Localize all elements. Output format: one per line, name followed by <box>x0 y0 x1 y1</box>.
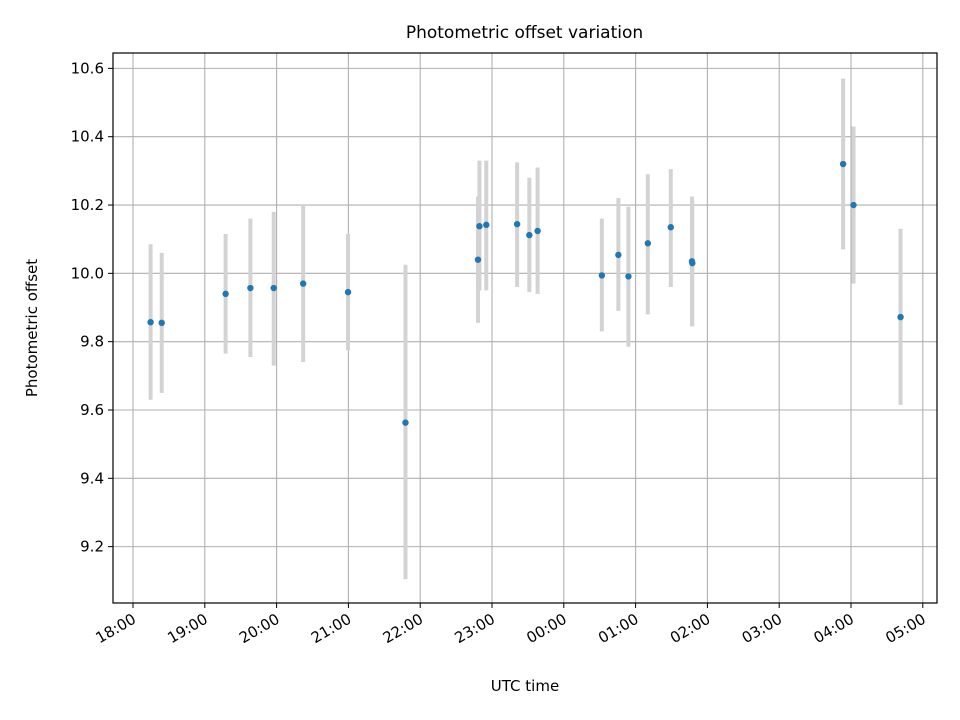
data-point <box>247 284 254 292</box>
y-tick-label: 9.6 <box>80 401 104 419</box>
data-point <box>839 160 847 168</box>
data-point <box>689 259 696 267</box>
y-tick-label: 10.0 <box>71 264 104 282</box>
x-axis-label: UTC time <box>491 677 559 695</box>
grid <box>113 53 937 603</box>
data-point <box>483 221 490 229</box>
y-tick-label: 10.2 <box>71 196 104 214</box>
data-point <box>222 290 229 298</box>
y-tick-label: 9.2 <box>80 538 104 556</box>
data-point <box>476 222 483 230</box>
y-axis: 9.2 9.4 9.6 9.8 10.0 10.2 10.4 10.6 <box>71 59 113 556</box>
y-axis-label: Photometric offset <box>23 259 41 397</box>
y-tick-label: 9.4 <box>80 469 104 487</box>
data-point <box>625 273 632 280</box>
data-point <box>526 231 533 239</box>
data-point <box>644 240 652 247</box>
data-point <box>474 256 482 263</box>
data-point <box>344 288 352 296</box>
data-point <box>299 280 307 287</box>
chart-title: Photometric offset variation <box>406 23 643 43</box>
y-tick-label: 10.4 <box>71 128 104 146</box>
y-tick-label: 10.6 <box>71 59 104 77</box>
data-point <box>534 227 541 235</box>
data-point <box>598 272 606 279</box>
data-point <box>615 251 622 259</box>
y-tick-label: 9.8 <box>80 333 104 351</box>
data-points <box>147 160 904 426</box>
data-point <box>402 419 409 426</box>
data-point <box>513 220 521 228</box>
data-point <box>147 318 154 326</box>
data-point <box>158 319 165 327</box>
data-point <box>897 313 904 321</box>
data-point <box>270 284 277 292</box>
plot-area-frame <box>112 52 938 604</box>
data-point <box>667 224 674 231</box>
data-point <box>850 201 857 209</box>
